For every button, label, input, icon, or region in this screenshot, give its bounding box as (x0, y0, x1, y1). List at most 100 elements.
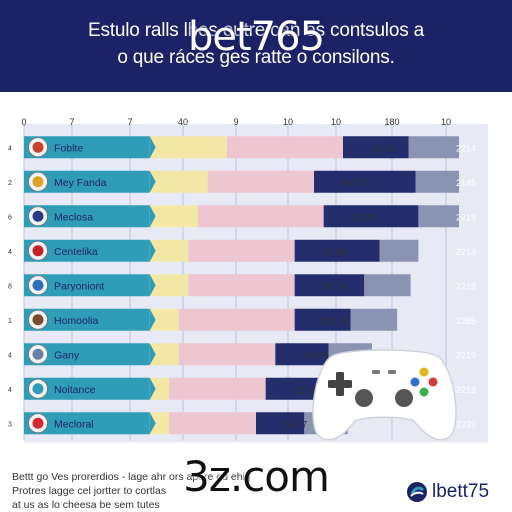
bar-segment (149, 205, 198, 228)
right-value-label: 2239 (456, 419, 476, 429)
bar-segment (188, 239, 295, 262)
icon-fill (32, 417, 44, 429)
category-label: Paryoniont (54, 280, 104, 292)
category-label: Homoolia (54, 315, 99, 327)
bar-value-label: 26.48 (304, 350, 327, 360)
category-label: Gany (54, 349, 80, 361)
x-tick-label: 10 (283, 117, 293, 127)
bar-segment (314, 170, 416, 193)
bar-segment (379, 239, 419, 262)
bar-segment (198, 205, 324, 228)
row-tick-label: 1 (8, 318, 12, 325)
x-tick-label: 9 (233, 117, 238, 127)
bar-arrow (149, 205, 156, 228)
category-label: Foblte (54, 142, 83, 154)
x-tick-label: 10 (331, 117, 341, 127)
bar-arrow (149, 308, 156, 331)
right-value-label: 2145 (456, 178, 476, 188)
left-stick (355, 389, 373, 407)
bar-segment (227, 136, 343, 159)
right-value-label: 2285 (456, 316, 476, 326)
bar-value-label: 29.16 (372, 143, 395, 153)
bar-segment (265, 377, 319, 400)
bar-segment (149, 274, 189, 297)
bar-value-label: 59 f72 (341, 178, 366, 188)
bar-segment (323, 205, 419, 228)
icon-fill (32, 210, 44, 222)
bar-segment (294, 239, 380, 262)
bar-segment (24, 308, 150, 331)
bar-value-label: 53.77 (285, 419, 308, 429)
right-value-label: 2219 (456, 281, 476, 291)
bar-arrow (149, 377, 156, 400)
x-tick-label: 10 (441, 117, 451, 127)
bar-segment (415, 170, 459, 193)
stacked-bar-chart: 0 7 7 40 9 10 10 180 10 4 Foblte 29.16 2214 2 Mey Fand… (8, 117, 488, 443)
right-value-label: 2214 (456, 143, 476, 153)
bar-segment (24, 343, 150, 366)
footer-note: Bettt go Ves prorerdios - lage ahr ors a… (12, 470, 272, 512)
footer-line-2: Protres lagge cel jortter to cortlas (12, 485, 167, 497)
bar-segment (149, 239, 189, 262)
brand-logo-icon (407, 482, 427, 502)
bar-segment (149, 343, 179, 366)
bar-segment (149, 412, 169, 435)
bar-segment (178, 343, 276, 366)
brand-name: lbett75 (432, 481, 490, 502)
bar-segment (178, 308, 295, 331)
x-tick-label: 7 (69, 117, 74, 127)
icon-fill (32, 383, 44, 395)
bar-segment (418, 205, 459, 228)
bar-segment (294, 274, 365, 297)
row-tick-label: 4 (8, 352, 12, 359)
x-tick-label: 0 (21, 117, 26, 127)
category-label: Mey Fanda (54, 177, 107, 189)
bar-segment (24, 274, 150, 297)
header-banner: Estulo ralls lhes outre cán es contsulos… (0, 0, 512, 92)
button-b (428, 377, 438, 387)
right-value-label: 2218 (456, 247, 476, 257)
category-label: Mecloral (54, 418, 94, 430)
right-stick (395, 389, 413, 407)
bar-segment (256, 412, 305, 435)
bar-segment (24, 377, 150, 400)
x-tick-label: 40 (178, 117, 188, 127)
page-subtitle: o que ráces ges ratte o consilons. (117, 47, 395, 68)
bar-segment (364, 274, 411, 297)
bar-arrow (149, 239, 156, 262)
row-tick-label: 4 (8, 145, 12, 152)
right-value-label: 2219 (456, 350, 476, 360)
button-a (419, 387, 429, 397)
right-value-label: 2219 (456, 385, 476, 395)
category-label: Meclosa (54, 211, 93, 223)
page-title: Estulo ralls lhes outre cán es contsulos… (88, 20, 424, 41)
bar-arrow (149, 343, 156, 366)
bar-arrow (149, 170, 156, 193)
brand-logo: lbett75 (406, 480, 489, 504)
icon-fill (32, 314, 44, 326)
bar-segment (149, 377, 169, 400)
bar-segment (275, 343, 329, 366)
icon-fill (32, 348, 44, 360)
bar-value-label: 110 f6 (351, 212, 375, 222)
right-value-label: 2219 (456, 212, 476, 222)
x-tick-label: 180 (384, 117, 399, 127)
row-tick-label: 8 (8, 283, 12, 290)
button-y (419, 367, 429, 377)
row-tick-label: 2 (8, 180, 12, 187)
bar-value-label: 22.74 (294, 385, 317, 395)
bar-arrow (149, 136, 156, 159)
bar-segment (169, 412, 256, 435)
bar-segment (188, 274, 295, 297)
bar-segment (149, 170, 208, 193)
bar-segment (24, 205, 150, 228)
bar-segment (207, 170, 314, 193)
row-tick-label: 4 (8, 249, 12, 256)
watermark-top: bet765 (187, 14, 325, 60)
bar-segment (24, 170, 150, 193)
icon-fill (32, 176, 44, 188)
icon-fill (32, 141, 44, 153)
bar-segment (24, 136, 150, 159)
bar-segment (294, 308, 351, 331)
button-x (410, 377, 420, 387)
